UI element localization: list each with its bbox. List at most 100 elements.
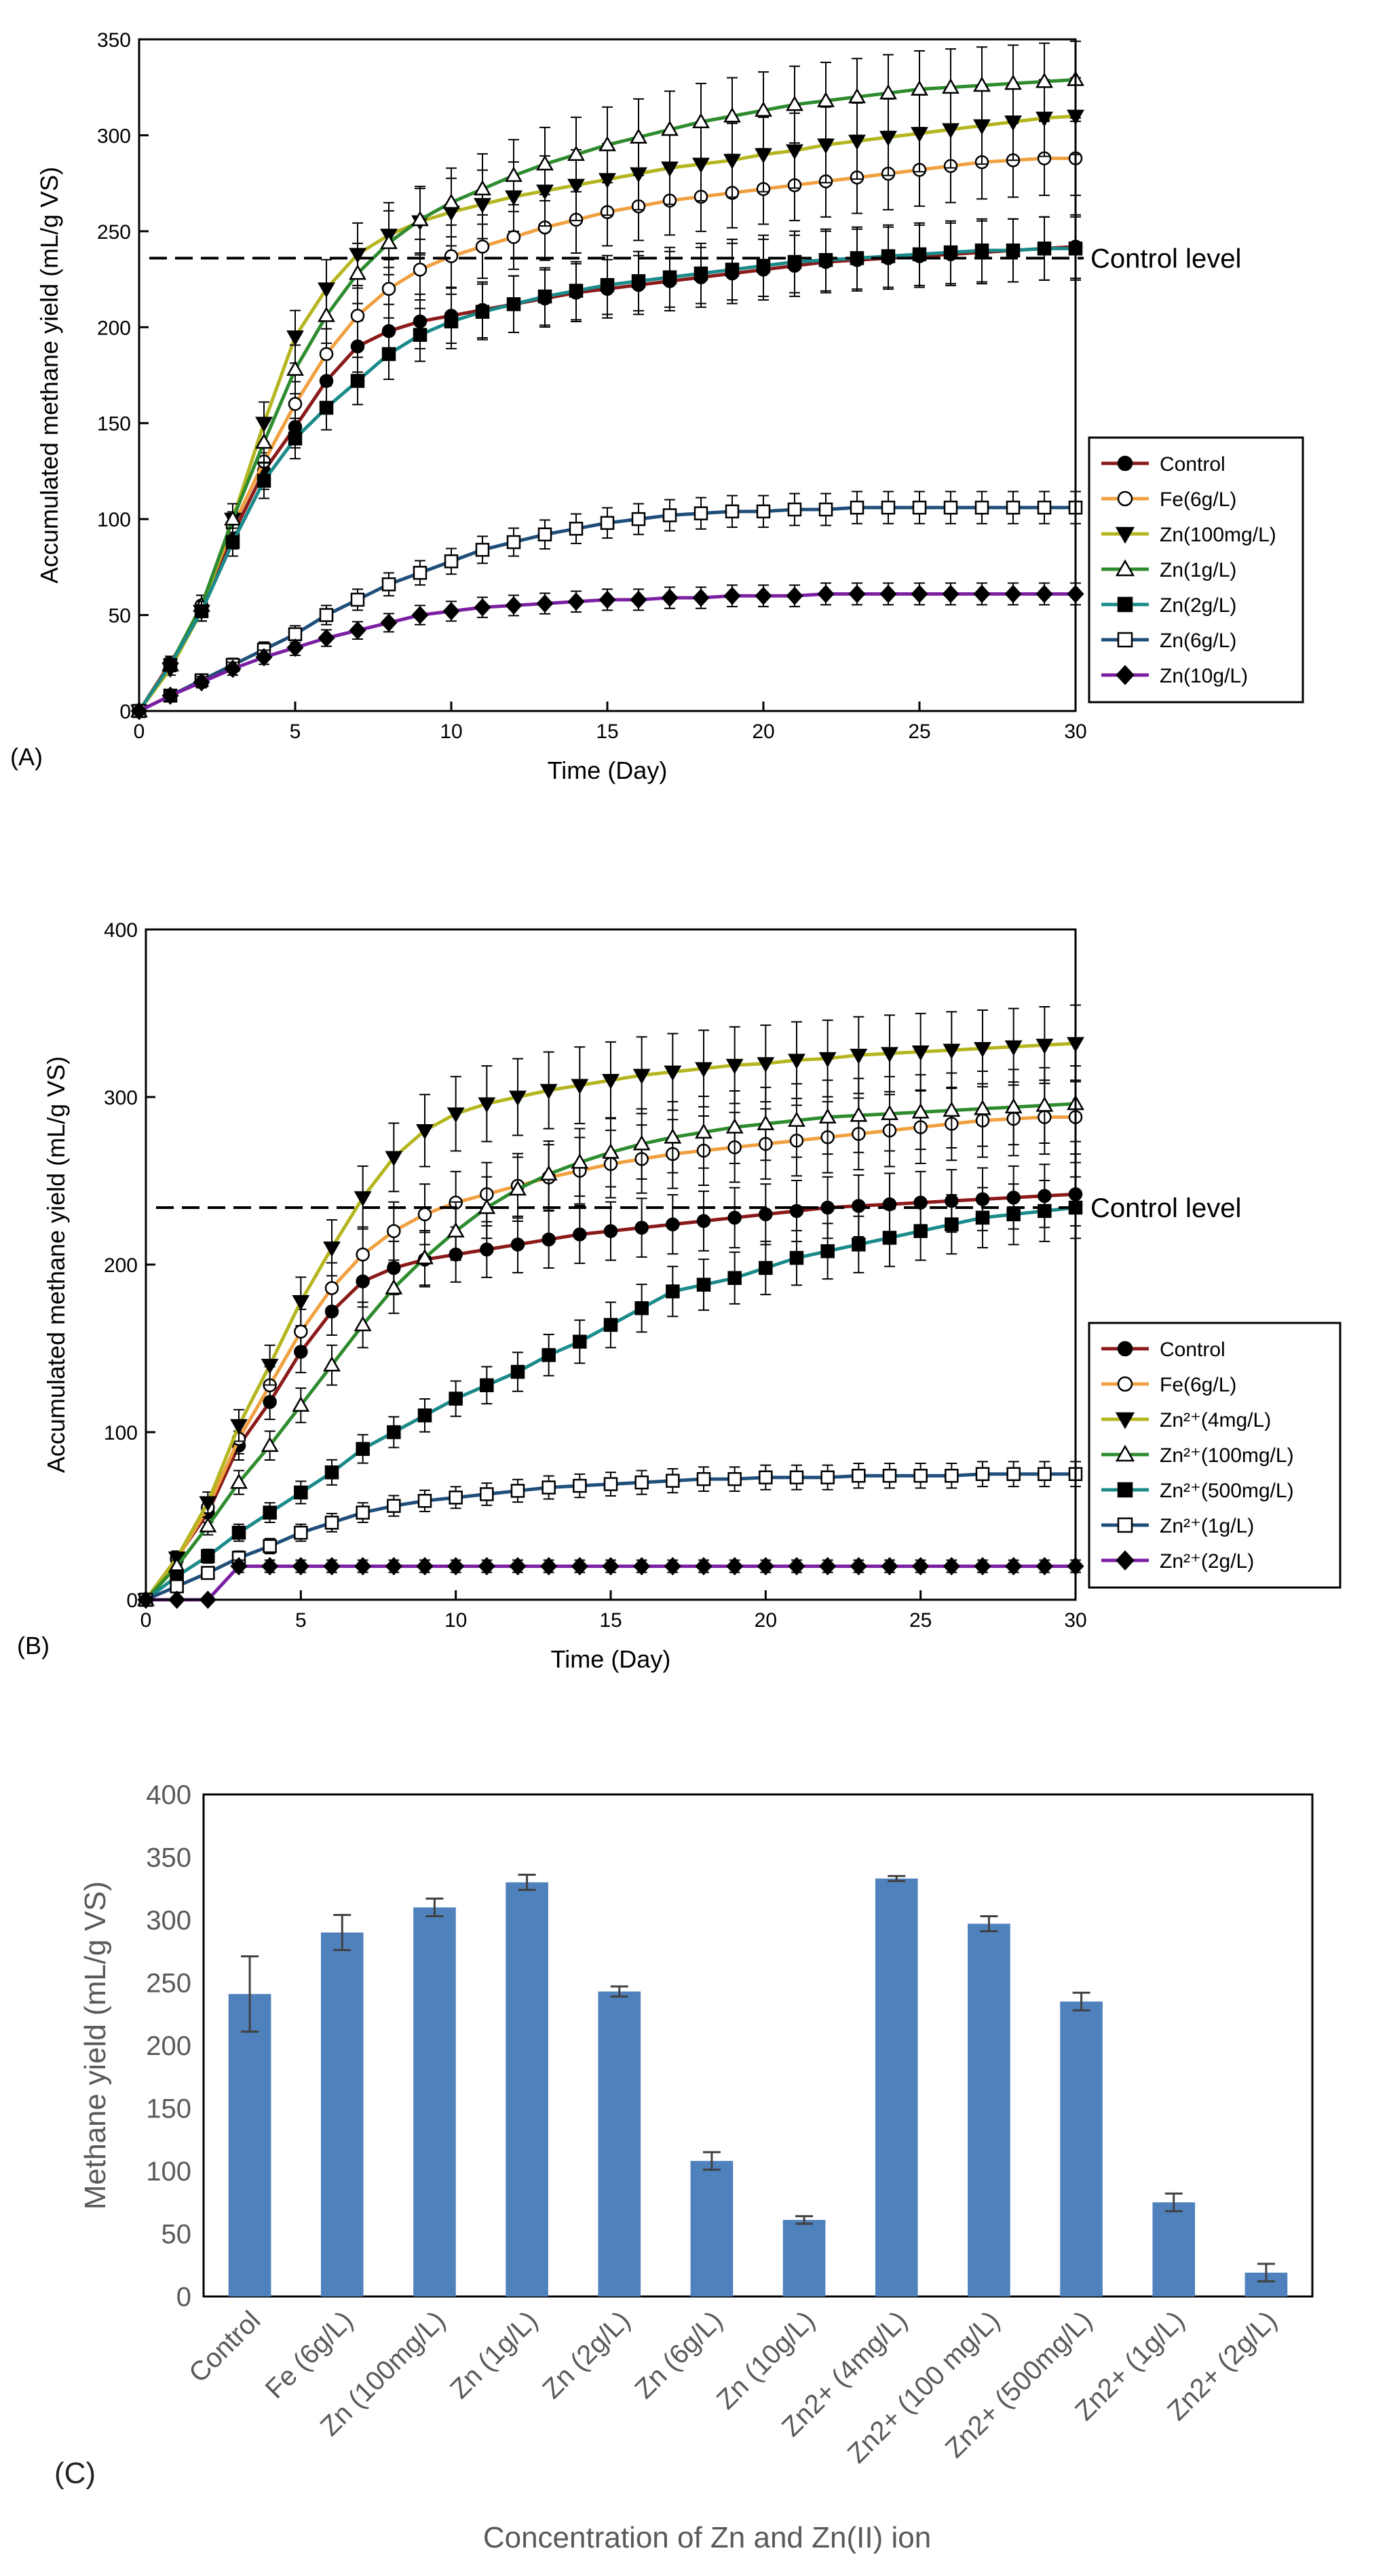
data-point bbox=[573, 1334, 587, 1349]
data-point bbox=[510, 1364, 525, 1379]
data-point bbox=[571, 1079, 589, 1095]
y-tick-label: 350 bbox=[146, 1843, 191, 1873]
legend-item-3: Zn(1g/L) bbox=[1101, 559, 1236, 581]
data-point bbox=[881, 249, 896, 263]
data-point bbox=[786, 144, 803, 160]
data-point bbox=[695, 1062, 712, 1078]
data-point bbox=[696, 1472, 711, 1486]
data-point bbox=[356, 1505, 370, 1520]
data-point bbox=[632, 1134, 651, 1151]
data-point bbox=[354, 1557, 372, 1576]
data-point bbox=[911, 1045, 930, 1061]
data-point bbox=[1036, 1557, 1053, 1576]
legend: Control Fe(6g/L) Zn(100mg/L) Zn(1g/L) Zn(2g/… bbox=[1088, 436, 1304, 704]
data-point bbox=[380, 233, 398, 250]
y-tick-label: 250 bbox=[97, 221, 131, 244]
data-point bbox=[539, 1083, 558, 1100]
legend-marker bbox=[1117, 632, 1133, 648]
data-point bbox=[199, 1517, 217, 1533]
data-point bbox=[1038, 1467, 1052, 1481]
data-point bbox=[569, 284, 584, 298]
y-tick-label: 250 bbox=[146, 1969, 191, 1999]
data-point bbox=[449, 1391, 463, 1406]
data-point bbox=[480, 1242, 494, 1257]
data-point bbox=[354, 1315, 372, 1332]
data-point bbox=[478, 1557, 495, 1576]
data-point bbox=[633, 1557, 651, 1576]
data-point bbox=[634, 1301, 649, 1315]
y-tick-label: 400 bbox=[146, 1780, 191, 1810]
data-point bbox=[261, 1436, 279, 1453]
data-point bbox=[911, 584, 928, 604]
legend-label: Zn(1g/L) bbox=[1160, 559, 1236, 581]
data-point bbox=[850, 1048, 868, 1064]
data-point bbox=[1006, 500, 1021, 515]
bar bbox=[1152, 2202, 1196, 2296]
data-point bbox=[324, 1281, 339, 1295]
data-point bbox=[600, 277, 615, 292]
legend-label: Control bbox=[1160, 453, 1226, 476]
data-point bbox=[1036, 1039, 1054, 1054]
data-point bbox=[387, 1425, 401, 1440]
legend-item-6: Zn²⁺(2g/L) bbox=[1101, 1550, 1254, 1573]
data-point bbox=[509, 1090, 527, 1107]
data-point bbox=[1004, 1098, 1023, 1114]
series-line bbox=[138, 592, 1076, 713]
legend-label: Control bbox=[1160, 1339, 1226, 1361]
data-point bbox=[509, 1180, 527, 1196]
data-point bbox=[848, 584, 866, 604]
data-point bbox=[536, 594, 554, 613]
bar bbox=[1060, 2001, 1103, 2296]
data-point bbox=[261, 1358, 279, 1374]
data-point bbox=[255, 433, 273, 449]
data-point bbox=[194, 604, 209, 619]
data-point bbox=[757, 1115, 775, 1130]
y-tick-label: 150 bbox=[146, 2094, 191, 2124]
data-point bbox=[634, 1220, 649, 1235]
data-point bbox=[292, 1294, 310, 1311]
data-point bbox=[413, 328, 428, 342]
data-point bbox=[381, 347, 396, 362]
data-point bbox=[387, 1499, 401, 1513]
data-point bbox=[411, 210, 429, 227]
data-point bbox=[789, 1470, 804, 1484]
data-point bbox=[1037, 500, 1052, 515]
legend-marker bbox=[1116, 665, 1135, 685]
data-point bbox=[475, 305, 490, 319]
data-point bbox=[852, 1468, 866, 1483]
data-point bbox=[444, 249, 459, 263]
data-point bbox=[349, 264, 366, 280]
y-tick-label: 50 bbox=[109, 605, 131, 628]
data-point bbox=[380, 613, 398, 632]
data-point bbox=[475, 543, 490, 557]
data-point bbox=[506, 230, 521, 244]
data-point bbox=[475, 239, 490, 254]
legend-label: Zn²⁺(2g/L) bbox=[1160, 1550, 1254, 1573]
y-axis-label: Accumulated methane yield (mL/g VS) bbox=[42, 1056, 70, 1473]
data-point bbox=[474, 180, 491, 195]
data-point bbox=[506, 535, 521, 550]
y-tick-label: 300 bbox=[104, 1087, 138, 1109]
data-point bbox=[850, 1106, 868, 1122]
control-level-label: Control level bbox=[1090, 1193, 1241, 1223]
data-point bbox=[756, 258, 771, 273]
data-point bbox=[442, 602, 460, 621]
data-point bbox=[695, 1557, 712, 1576]
y-tick-label: 100 bbox=[104, 1422, 138, 1444]
data-point bbox=[537, 527, 552, 542]
data-point bbox=[787, 502, 802, 517]
bar bbox=[228, 1994, 271, 2296]
data-point bbox=[882, 1231, 897, 1245]
legend-label: Zn(100mg/L) bbox=[1160, 524, 1276, 546]
data-point bbox=[417, 1408, 432, 1423]
y-axis-label: Accumulated methane yield (mL/g VS) bbox=[35, 167, 63, 583]
x-tick-label: 0 bbox=[140, 1609, 152, 1632]
data-point bbox=[975, 1467, 990, 1481]
data-point bbox=[727, 1210, 742, 1225]
y-tick-label: 350 bbox=[97, 29, 131, 52]
data-point bbox=[755, 101, 772, 117]
data-point bbox=[725, 1118, 744, 1134]
